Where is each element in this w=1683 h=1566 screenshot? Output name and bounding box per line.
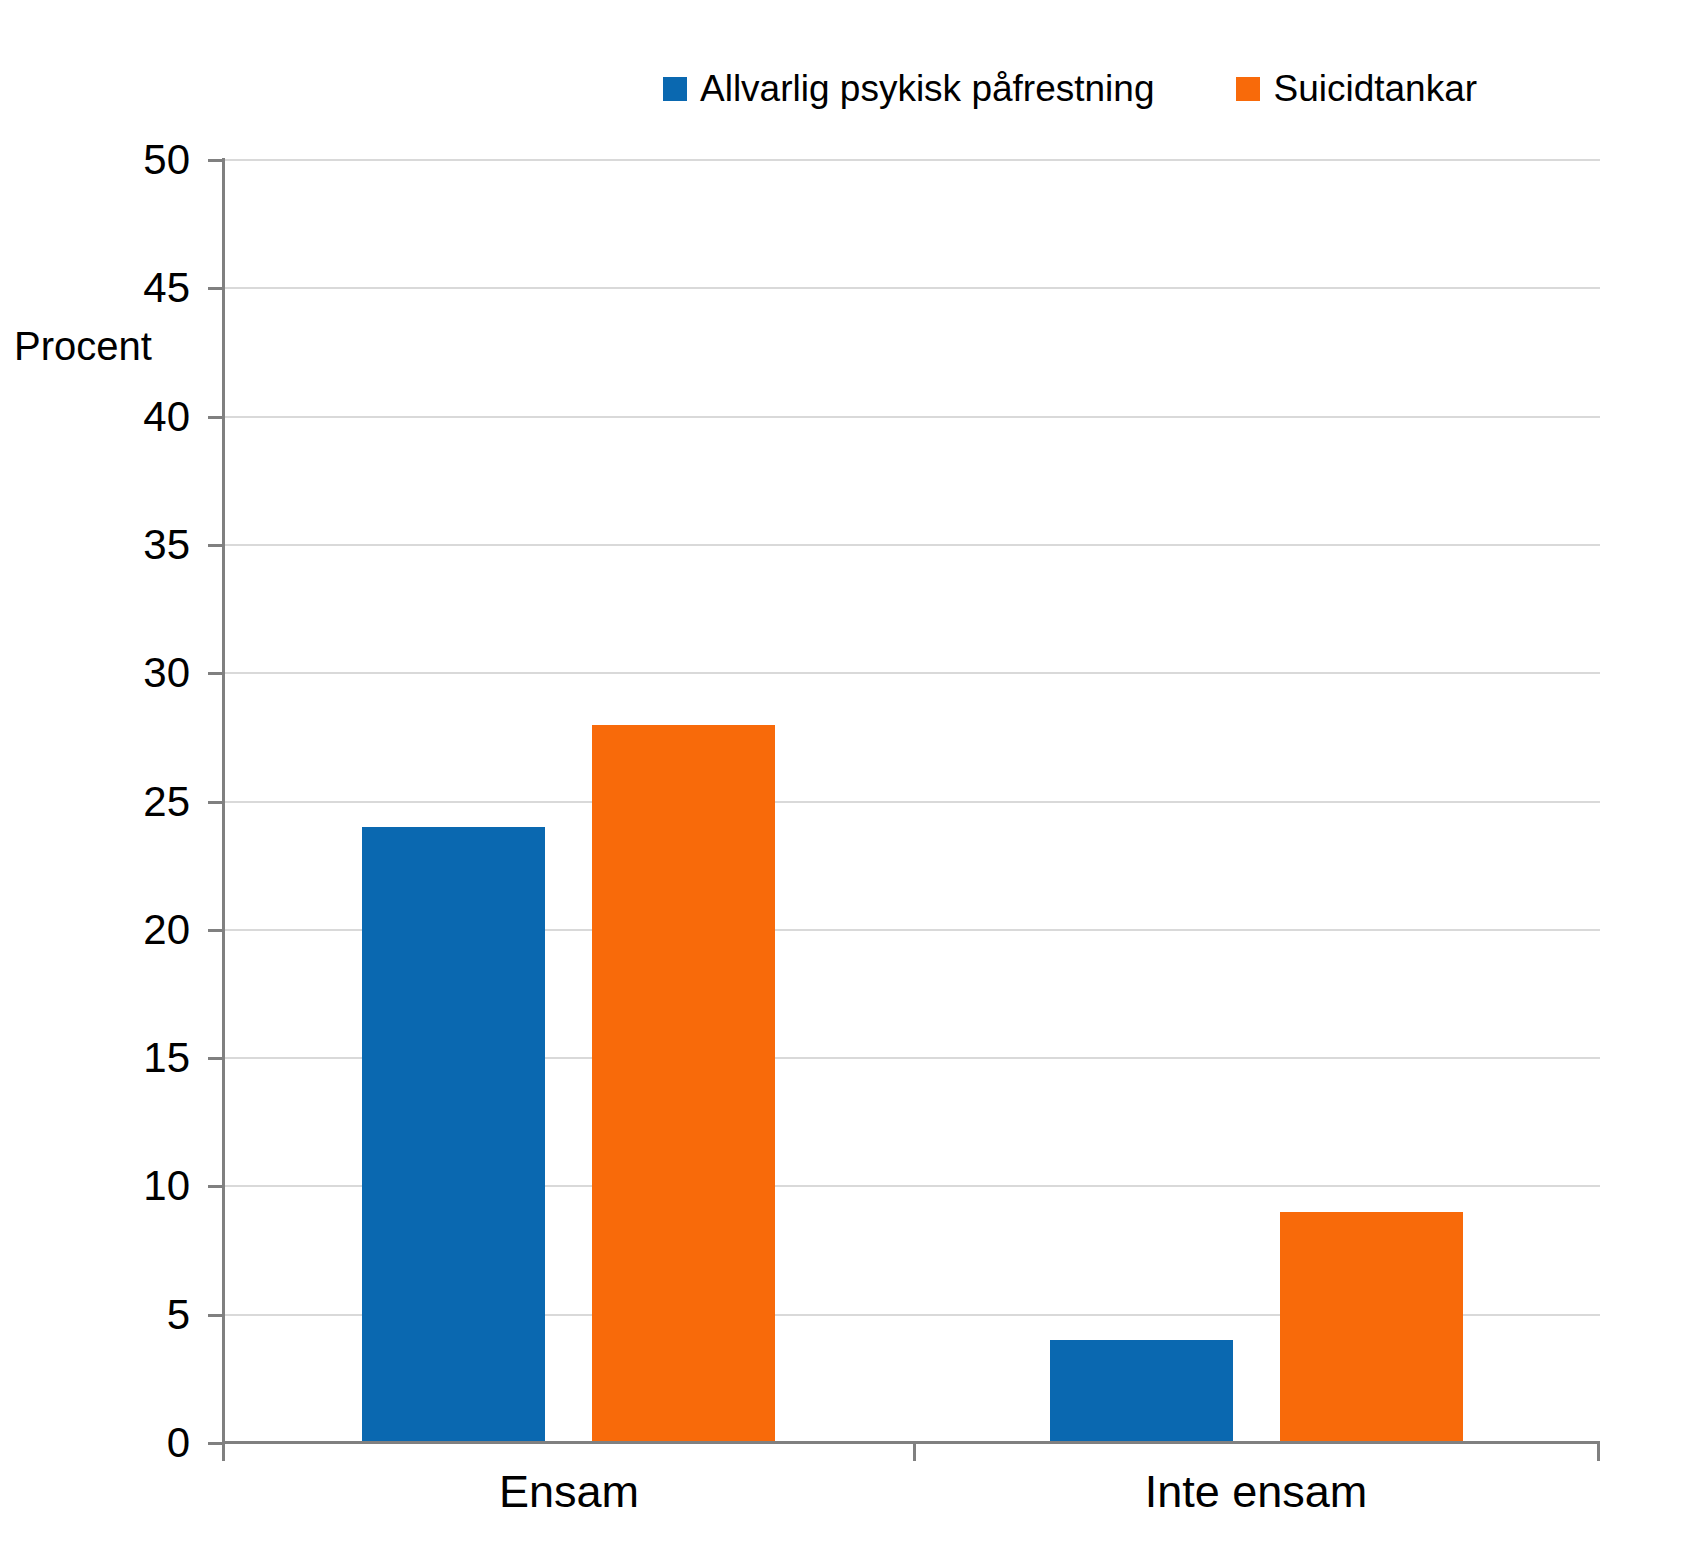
y-axis-tick-label: 50 (0, 134, 190, 186)
y-axis-tick-label: 45 (0, 262, 190, 314)
bar-series2-cat1 (592, 725, 775, 1443)
y-axis-tick-label: 10 (0, 1160, 190, 1212)
legend-item-1: Allvarlig psykisk påfrestning (663, 68, 1154, 110)
y-axis-tick-label: 30 (0, 647, 190, 699)
y-axis-tick-15 (208, 1057, 222, 1060)
y-axis-line (222, 158, 225, 1461)
y-axis-tick-label: 25 (0, 776, 190, 828)
y-axis-tick-50 (208, 159, 222, 162)
y-axis-tick-25 (208, 801, 222, 804)
gridline-25 (225, 801, 1600, 803)
y-axis-tick-40 (208, 416, 222, 419)
gridline-30 (225, 672, 1600, 674)
y-axis-tick-0 (208, 1442, 222, 1445)
y-axis-tick-45 (208, 287, 222, 290)
legend-swatch-icon (1236, 77, 1260, 101)
y-axis-tick-label: 15 (0, 1032, 190, 1084)
x-axis-tick-mid (913, 1443, 916, 1461)
legend-label: Suicidtankar (1273, 68, 1477, 110)
y-axis-title: Procent (14, 324, 152, 369)
bar-series2-cat2 (1280, 1212, 1463, 1443)
gridline-45 (225, 287, 1600, 289)
category-label: Ensam (359, 1466, 779, 1518)
gridline-50 (225, 159, 1600, 161)
legend: Allvarlig psykisk påfrestning Suicidtanka… (663, 68, 1477, 110)
category-label: Inte ensam (1046, 1466, 1466, 1518)
legend-item-2: Suicidtankar (1236, 68, 1477, 110)
y-axis-tick-label: 40 (0, 391, 190, 443)
legend-label: Allvarlig psykisk påfrestning (700, 68, 1154, 110)
x-axis-tick-end (1597, 1443, 1600, 1461)
bar-series1-cat2 (1050, 1340, 1233, 1443)
bar-series1-cat1 (362, 827, 545, 1443)
plot-area (225, 160, 1600, 1443)
legend-swatch-icon (663, 77, 687, 101)
y-axis-tick-30 (208, 672, 222, 675)
gridline-40 (225, 416, 1600, 418)
y-axis-tick-label: 0 (0, 1417, 190, 1469)
y-axis-tick-5 (208, 1314, 222, 1317)
y-axis-tick-35 (208, 544, 222, 547)
bar-chart: Allvarlig psykisk påfrestning Suicidtanka… (0, 0, 1683, 1566)
y-axis-tick-10 (208, 1185, 222, 1188)
y-axis-tick-label: 5 (0, 1289, 190, 1341)
gridline-35 (225, 544, 1600, 546)
y-axis-tick-label: 20 (0, 904, 190, 956)
y-axis-tick-label: 35 (0, 519, 190, 571)
y-axis-tick-20 (208, 929, 222, 932)
